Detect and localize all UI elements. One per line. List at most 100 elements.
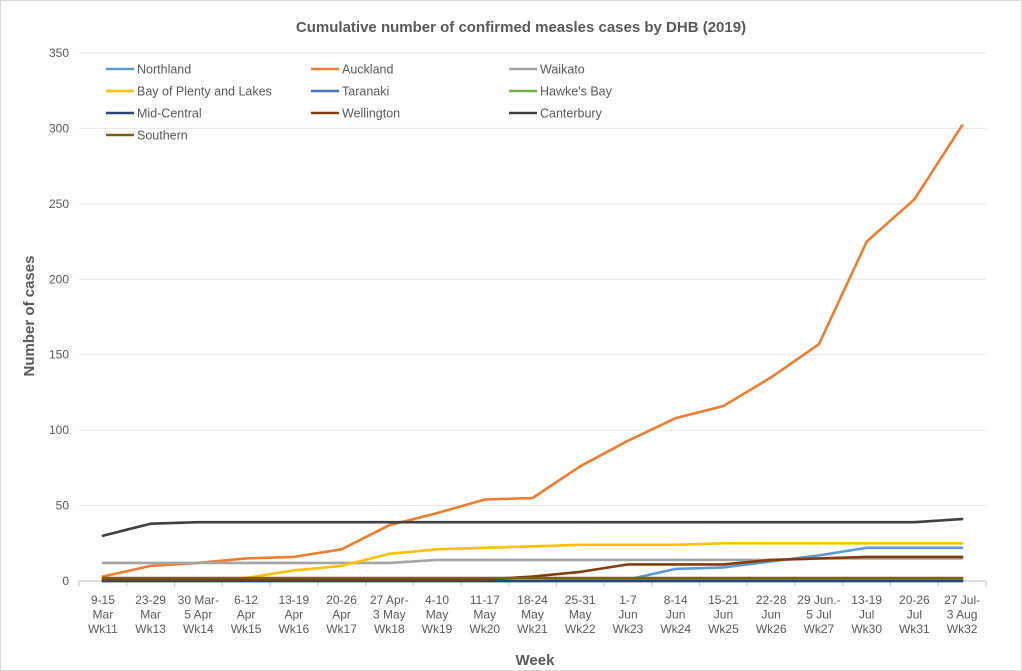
legend-label: Bay of Plenty and Lakes [137,85,272,99]
series-line [101,555,964,581]
x-tick-label-line: Wk26 [756,622,787,636]
x-tick-label-line: Wk15 [231,622,262,636]
x-tick-label-line: Apr [332,608,351,622]
x-tick-label: 20-26 Jul Wk31 [899,593,930,636]
y-tick-label: 100 [49,423,69,437]
legend: Northland Auckland Waikato Bay of Plenty an… [106,63,613,143]
series-lines [101,124,964,583]
x-tick-label-line: May [473,608,496,622]
legend-label: Wellington [342,107,400,121]
legend-label: Mid-Central [137,107,202,121]
x-tick-label-line: 5 Apr [184,608,212,622]
x-tick-label-line: Wk32 [947,622,978,636]
x-tick-label-line: Jun [762,608,781,622]
x-tick-label-line: Mar [140,608,161,622]
x-tick-label-line: Wk22 [565,622,596,636]
x-tick-label: 27 Apr-3 May Wk18 [370,593,409,636]
x-tick-label-line: 15-21 [708,593,739,607]
x-tick-label: 29 Jun.-5 Jul Wk27 [797,593,840,636]
x-tick-label-line: 11-17 [470,593,500,607]
x-tick-label-line: 18-24 [517,593,548,607]
x-tick-label: 15-21 Jun Wk25 [708,593,739,636]
x-tick-label: 6-12 Apr Wk15 [231,593,262,636]
y-tick-label: 150 [49,348,69,362]
x-tick-label-line: Wk14 [183,622,214,636]
x-tick-label-line: 3 May [373,608,406,622]
x-tick-label-line: Mar [93,608,114,622]
x-tick-label-line: Jun [714,608,733,622]
x-tick-label-line: Wk23 [613,622,644,636]
x-tick-label-line: 27 Apr- [370,593,409,607]
x-tick-label: 4-10 May Wk19 [422,593,453,636]
x-tick-label-line: Wk25 [708,622,739,636]
x-tick-label-line: 13-19 [278,593,309,607]
x-tick-label-line: 25-31 [565,593,596,607]
x-tick-label-line: May [521,608,544,622]
x-tick-label-line: Wk24 [660,622,691,636]
legend-label: Canterbury [540,107,603,121]
x-tick-label: 23-29 Mar Wk13 [135,593,166,636]
x-tick-label-line: Wk20 [469,622,500,636]
x-tick-label-line: Apr [284,608,303,622]
y-tick-label: 200 [49,272,69,286]
x-tick-label: 20-26 Apr Wk17 [326,593,357,636]
x-tick-label: 25-31 May Wk22 [565,593,596,636]
x-tick-label-line: 20-26 [899,593,930,607]
x-tick-label-line: Jul [859,608,874,622]
x-tick-label-line: 22-28 [756,593,787,607]
x-tick-label-line: Wk17 [326,622,357,636]
x-tick-label-line: Wk18 [374,622,405,636]
x-tick-label-line: 6-12 [234,593,258,607]
x-tick-label-line: Wk30 [851,622,882,636]
x-tick-label-line: 4-10 [425,593,449,607]
x-tick-label: 18-24 May Wk21 [517,593,548,636]
x-tick-label-line: 5 Jul [806,608,831,622]
x-tick-label-line: May [569,608,592,622]
legend-label: Hawke's Bay [540,85,613,99]
legend-label: Northland [137,63,191,77]
x-tick-label-line: 23-29 [135,593,166,607]
x-tick-label-line: Wk16 [278,622,309,636]
x-tick-label: 22-28 Jun Wk26 [756,593,787,636]
y-axis: 0 50 100 150 200 250 300 350 [49,46,69,588]
x-tick-label: 11-17 May Wk20 [469,593,500,636]
x-tick-label-line: Jun [666,608,685,622]
gridlines [79,52,986,507]
x-axis-title: Week [516,652,556,669]
legend-label: Taranaki [342,85,389,99]
legend-label: Auckland [342,63,393,77]
x-tick-label-line: Wk13 [135,622,166,636]
x-tick-label-line: 13-19 [851,593,882,607]
x-tick-label-line: Apr [237,608,256,622]
x-tick-label: 13-19 Jul Wk30 [851,593,882,636]
x-tick-label: 30 Mar-5 Apr Wk14 [178,593,219,636]
x-tick-label-line: Wk19 [422,622,453,636]
y-tick-label: 0 [62,574,69,588]
x-tick-label-line: 9-15 [91,593,115,607]
chart-title: Cumulative number of confirmed measles c… [296,19,746,36]
series-line [101,124,964,578]
x-tick-label: 1-7 Jun Wk23 [613,593,644,636]
series-line [101,517,964,538]
x-tick-label-line: Wk31 [899,622,930,636]
x-tick-label-line: Jun [618,608,637,622]
x-tick-label-line: 8-14 [664,593,688,607]
x-tick-label-line: 20-26 [326,593,357,607]
x-tick-label-line: Jul [907,608,922,622]
x-tick-label-line: 27 Jul- [944,593,980,607]
x-tick-label-line: 29 Jun.- [797,593,840,607]
x-tick-label-line: Wk27 [804,622,835,636]
y-tick-label: 350 [49,46,69,60]
x-tick-label: 13-19 Apr Wk16 [278,593,309,636]
x-tick-label-line: Wk21 [517,622,548,636]
y-tick-label: 300 [49,121,69,135]
x-tick-label: 9-15 Mar Wk11 [88,593,118,636]
y-axis-title: Number of cases [21,256,38,377]
x-tick-label: 27 Jul-3 Aug Wk32 [944,593,980,636]
legend-label: Waikato [540,63,585,77]
x-tick-label-line: May [426,608,449,622]
x-tick-label-line: Wk11 [88,622,118,636]
